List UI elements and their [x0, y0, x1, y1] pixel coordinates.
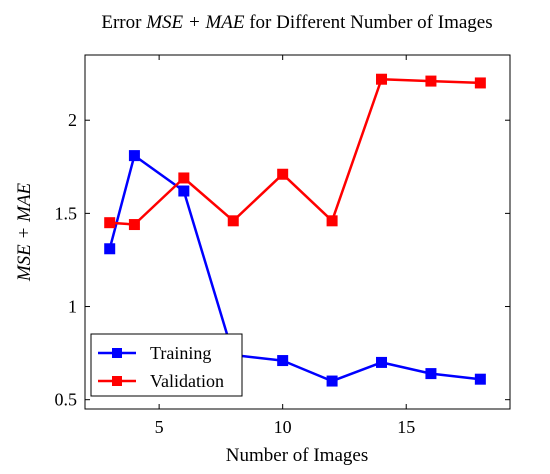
y-tick-label-2: 2: [68, 110, 77, 130]
validation-point-3: [104, 217, 116, 229]
legend-validation-label: Validation: [150, 371, 224, 391]
training-point-14: [376, 356, 388, 368]
y-tick-label-1.5: 1.5: [55, 203, 78, 223]
validation-point-10: [277, 168, 289, 180]
training-point-16: [425, 368, 437, 380]
validation-point-12: [326, 215, 338, 227]
training-point-4: [128, 150, 140, 162]
x-tick-label-5: 5: [155, 417, 164, 437]
y-axis-ticks: 0.5 1 1.5 2: [55, 110, 510, 410]
training-point-3: [104, 243, 116, 255]
validation-point-14: [376, 73, 388, 85]
x-axis-label: Number of Images: [226, 445, 368, 466]
y-tick-label-1: 1: [68, 297, 77, 317]
plot-area: [84, 54, 511, 410]
chart-title: Error MSE + MAE for Different Number of …: [101, 12, 492, 33]
series-layer: [104, 73, 486, 387]
training-point-6: [178, 185, 190, 197]
x-tick-label-10: 10: [274, 417, 292, 437]
training-point-18: [474, 373, 486, 385]
legend-training-label: Training: [150, 343, 211, 363]
validation-point-8: [227, 215, 239, 227]
validation-series-line: [109, 77, 481, 226]
validation-point-6: [178, 172, 190, 184]
training-point-10: [277, 355, 289, 367]
validation-point-18: [474, 77, 486, 89]
x-axis-ticks: 5 10 15: [155, 55, 415, 437]
training-point-12: [326, 375, 338, 387]
validation-point-4: [128, 219, 140, 231]
x-tick-label-15: 15: [397, 417, 415, 437]
legend-training-marker: [112, 348, 122, 358]
y-tick-label-0.5: 0.5: [55, 390, 78, 410]
validation-point-16: [425, 75, 437, 87]
legend-validation-marker: [112, 376, 122, 386]
y-axis-label: MSE + MAE: [14, 182, 35, 282]
legend: Training Validation: [90, 333, 243, 397]
